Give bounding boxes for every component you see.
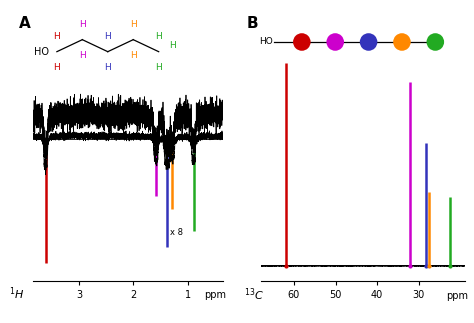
Text: H: H [130, 20, 137, 29]
Point [331, 39, 339, 45]
Point [431, 39, 439, 45]
Text: H: H [104, 32, 111, 41]
Text: x 8: x 8 [170, 228, 182, 237]
Text: B: B [246, 16, 258, 31]
Text: H: H [169, 41, 176, 50]
Text: H: H [155, 32, 162, 41]
Text: H: H [130, 50, 137, 59]
Point [365, 39, 373, 45]
Text: H: H [155, 63, 162, 71]
Text: ppm: ppm [447, 291, 469, 301]
Text: H: H [54, 63, 60, 71]
Text: $^{13}$C: $^{13}$C [245, 286, 264, 303]
Text: HO: HO [34, 47, 49, 57]
Text: A: A [19, 16, 31, 31]
Text: HO: HO [259, 37, 273, 47]
Text: H: H [54, 32, 60, 41]
Text: ppm: ppm [205, 290, 227, 300]
Text: H: H [79, 50, 86, 59]
Text: H: H [104, 63, 111, 71]
Point [298, 39, 306, 45]
Text: H: H [79, 20, 86, 29]
Point [398, 39, 406, 45]
Text: $^{1}$H: $^{1}$H [9, 285, 24, 302]
